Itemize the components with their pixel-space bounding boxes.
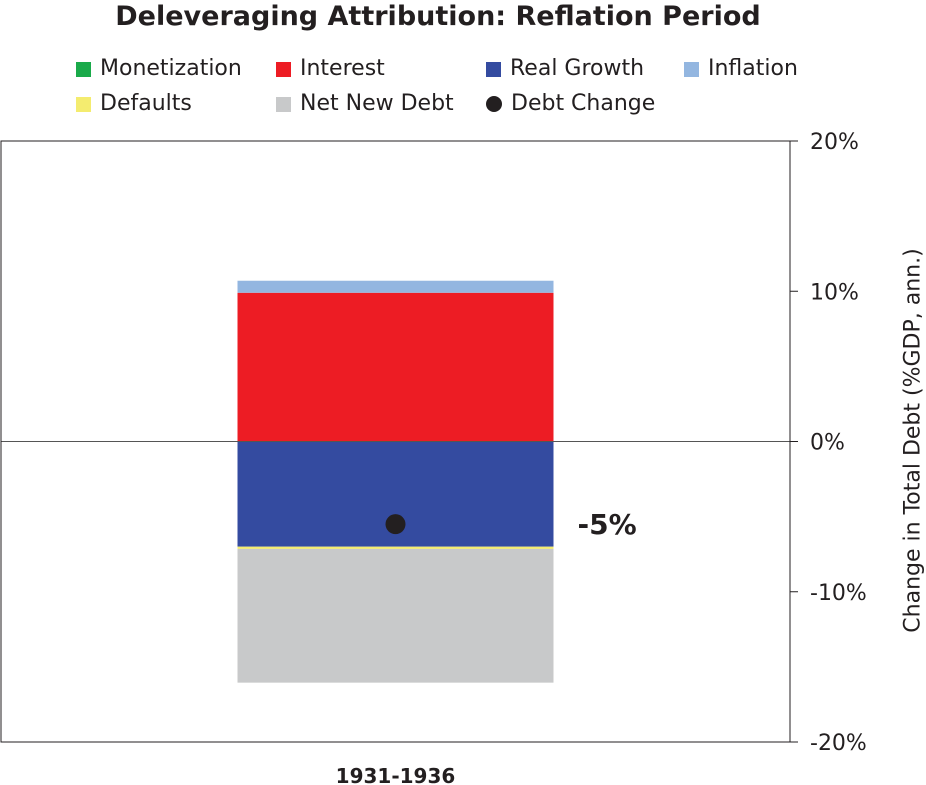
debt-change-label: -5%: [578, 508, 637, 541]
legend-label: Inflation: [708, 56, 798, 81]
legend-swatch: [684, 61, 699, 77]
chart-title: Deleveraging Attribution: Reflation Peri…: [115, 1, 761, 32]
legend-item-net-new-debt: Net New Debt: [276, 87, 454, 121]
legend-label: Monetization: [100, 56, 242, 81]
y-tick-label: 0%: [810, 431, 845, 456]
legend-label: Net New Debt: [300, 91, 454, 116]
bar-segment-inflation: [237, 280, 554, 293]
legend-item-interest: Interest: [276, 52, 385, 86]
debt-change-marker: [385, 514, 406, 535]
legend-swatch: [76, 61, 91, 77]
y-tick-label: -10%: [810, 581, 867, 606]
y-tick-label: 10%: [810, 280, 859, 305]
legend-marker: [486, 96, 502, 112]
legend-item-real-growth: Real Growth: [486, 52, 644, 86]
legend-label: Real Growth: [510, 56, 645, 81]
legend-swatch: [276, 61, 291, 77]
y-tick-label: 20%: [810, 130, 859, 155]
y-tick-label: -20%: [810, 731, 867, 756]
bar-segment-interest: [237, 292, 554, 442]
legend-swatch: [76, 96, 91, 112]
legend-label: Debt Change: [511, 91, 656, 116]
bar-stack: [237, 280, 554, 683]
legend-item-monetization: Monetization: [76, 52, 242, 86]
bar-segment-net-new-debt: [237, 548, 554, 683]
legend-swatch: [486, 61, 501, 77]
y-axis-label: Change in Total Debt (%GDP, ann.): [901, 248, 926, 632]
x-category-label: 1931-1936: [336, 764, 456, 785]
legend: Monetization Interest Real Growth Inflat…: [0, 52, 926, 132]
y-axis: 20% 10% 0% -10% -20%: [790, 130, 867, 756]
bar-segment-defaults: [237, 546, 554, 549]
legend-label: Interest: [300, 56, 385, 81]
legend-item-defaults: Defaults: [76, 87, 192, 121]
legend-item-debt-change: Debt Change: [486, 87, 655, 121]
marker-layer: [385, 514, 406, 535]
legend-label: Defaults: [100, 91, 192, 116]
legend-swatch: [276, 96, 291, 112]
legend-item-inflation: Inflation: [684, 52, 798, 86]
